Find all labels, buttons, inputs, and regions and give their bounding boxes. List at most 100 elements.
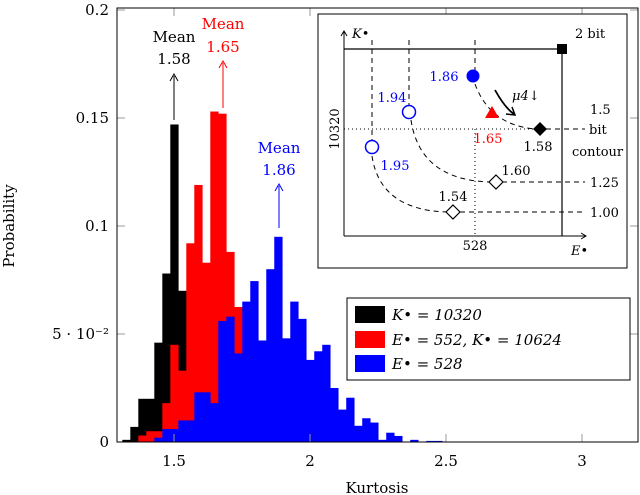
histogram-bar-series-2: [258, 340, 267, 442]
point-label: 1.95: [381, 159, 410, 174]
histogram-bar-series-1: [170, 344, 179, 442]
histogram-bar-series-1: [178, 370, 187, 442]
x-tick-label: 2: [305, 452, 315, 470]
histogram-bar-series-1: [186, 243, 195, 442]
point-1-60: [488, 174, 504, 190]
inset-corner-label: 2 bit: [575, 27, 606, 42]
histogram-bar-series-1: [138, 435, 147, 442]
mean-annotation-red: Mean 1.65: [202, 15, 245, 108]
histogram-bar-series-2: [154, 437, 163, 442]
point-1-65: [485, 106, 499, 118]
y-tick-label: 0.15: [76, 109, 109, 127]
histogram-bar-series-2: [234, 353, 243, 442]
histogram-bar-series-2: [346, 397, 355, 442]
legend-entry-blue: E• = 528: [391, 355, 463, 373]
point-1-94: [401, 104, 417, 120]
y-axis-label: Probability: [0, 184, 18, 268]
histogram-bar-series-0: [130, 426, 139, 442]
histogram-bar-series-2: [434, 440, 443, 442]
legend-entry-black: K• = 10320: [391, 306, 482, 324]
histogram-bar-series-2: [378, 439, 387, 442]
histogram-bar-series-1: [202, 262, 211, 442]
contour-label: 1.25: [590, 176, 619, 191]
histogram-bar-series-1: [154, 431, 163, 442]
point-label: 1.94: [378, 91, 407, 106]
histogram-bar-series-1: [210, 111, 219, 443]
mean-annotation-black: Mean 1.58: [153, 28, 196, 120]
histogram-bar-series-2: [426, 440, 435, 442]
mean-label: Mean: [153, 28, 196, 46]
inset-y-label: K•: [351, 27, 369, 42]
histogram-bar-series-2: [242, 301, 251, 442]
point-label: 1.60: [502, 164, 531, 179]
histogram-bar-series-0: [162, 273, 171, 442]
point-1-58: [533, 122, 547, 136]
y-tick-label: 0: [99, 433, 109, 451]
y-axis-ticks: 0 5 · 10⁻² 0.1 0.15 0.2: [52, 1, 638, 451]
histogram-bar-series-2: [362, 418, 371, 442]
x-axis-label: Kurtosis: [346, 479, 409, 495]
histogram-bar-series-2: [386, 432, 395, 442]
legend-swatch-red: [355, 331, 385, 348]
point-1-95: [364, 139, 380, 155]
x-axis-ticks: 1.5 2 2.5 3: [162, 8, 587, 470]
legend-entry-red: E• = 552, K• = 10624: [391, 331, 562, 349]
histogram-bar-series-2: [250, 281, 259, 442]
plot-frame: [116, 7, 639, 443]
mean-value: 1.86: [262, 161, 295, 179]
point-1-86: [466, 69, 480, 83]
histogram-bar-series-0: [122, 439, 131, 442]
histogram-bars: [122, 111, 443, 443]
mean-label: Mean: [202, 15, 245, 33]
histogram-bar-series-2: [322, 344, 331, 442]
histogram-bar-series-2: [354, 425, 363, 442]
histogram-bar-series-2: [194, 392, 203, 442]
mean-label: Mean: [258, 139, 301, 157]
mean-value: 1.65: [206, 38, 239, 56]
inset-x-ref: 528: [463, 239, 488, 254]
contour-label: bit: [589, 123, 607, 138]
histogram-bar-series-1: [218, 113, 227, 443]
histogram-bar-series-0: [138, 398, 147, 442]
y-tick-label: 0.1: [85, 217, 109, 235]
mu4-curved-arrow: [494, 89, 515, 115]
histogram-bar-series-1: [162, 403, 171, 442]
two-bit-marker: [557, 44, 567, 54]
inset-y-ref: 10320: [328, 108, 343, 149]
histogram-bar-series-0: [178, 290, 187, 442]
histogram-bar-series-1: [194, 184, 203, 442]
histogram-bar-series-2: [218, 321, 227, 442]
x-tick-label: 2.5: [434, 452, 458, 470]
inset-x-label: E•: [570, 244, 588, 259]
point-1-54: [445, 204, 461, 220]
histogram-bar-series-0: [154, 342, 163, 442]
legend-swatch-blue: [355, 355, 385, 372]
histogram-bar-series-2: [394, 435, 403, 442]
y-tick-label: 0.2: [85, 1, 109, 19]
inset-diagram: K• E• 2 bit 528 10320 1.86 1.94 1.95: [317, 13, 628, 269]
histogram-bar-series-2: [226, 316, 235, 442]
mu4-label: μ4↓: [512, 89, 540, 104]
x-tick-label: 3: [577, 452, 587, 470]
histogram-bar-series-2: [282, 338, 291, 442]
histogram-bar-series-2: [298, 318, 307, 442]
histogram-bar-series-1: [146, 431, 155, 442]
histogram-bar-series-0: [146, 398, 155, 442]
histogram-bar-series-2: [266, 269, 275, 442]
histogram-bar-series-2: [314, 351, 323, 442]
point-label: 1.54: [439, 190, 468, 205]
histogram-bar-series-2: [210, 403, 219, 442]
histogram-bar-series-2: [202, 392, 211, 442]
legend: K• = 10320 E• = 552, K• = 10624 E• = 528: [346, 297, 631, 381]
contour-label: 1.5: [590, 103, 611, 118]
histogram-bar-series-2: [370, 422, 379, 442]
y-tick-label: 5 · 10⁻²: [52, 325, 109, 343]
histogram-bar-series-2: [330, 388, 339, 442]
point-label: 1.65: [474, 132, 503, 147]
point-label: 1.58: [524, 140, 553, 155]
histogram-bar-series-0: [170, 124, 179, 442]
histogram-bar-series-2: [274, 236, 283, 442]
x-tick-label: 1.5: [162, 452, 186, 470]
legend-swatch-black: [355, 306, 385, 323]
